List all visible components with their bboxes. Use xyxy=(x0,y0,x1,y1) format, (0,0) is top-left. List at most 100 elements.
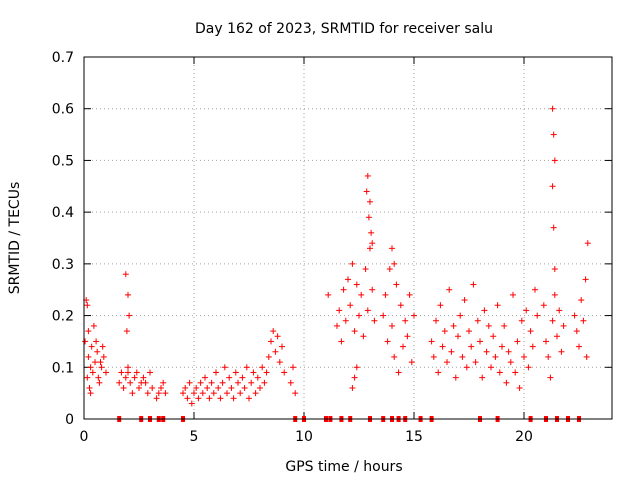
data-point xyxy=(499,343,505,350)
chart-title: Day 162 of 2023, SRMTID for receiver sal… xyxy=(195,21,493,37)
data-point xyxy=(371,317,378,324)
data-point xyxy=(90,322,97,329)
data-point xyxy=(437,302,444,309)
data-point xyxy=(571,312,578,319)
data-point xyxy=(551,266,558,273)
data-point xyxy=(82,338,89,345)
data-point xyxy=(217,395,224,402)
data-point xyxy=(213,369,219,376)
data-point xyxy=(435,369,442,376)
data-point xyxy=(230,395,237,402)
data-point xyxy=(580,317,587,324)
data-point xyxy=(235,379,241,386)
data-point xyxy=(199,390,206,397)
data-point xyxy=(270,328,277,335)
data-point xyxy=(347,302,354,309)
data-point xyxy=(490,333,497,340)
data-point xyxy=(582,276,589,283)
data-point xyxy=(386,266,393,273)
data-point xyxy=(290,364,296,371)
data-point xyxy=(193,384,200,391)
data-point xyxy=(103,369,109,376)
data-point xyxy=(501,322,508,329)
data-point xyxy=(195,395,202,402)
data-point xyxy=(89,369,96,376)
data-point xyxy=(576,343,582,350)
data-point xyxy=(523,307,530,314)
data-point xyxy=(494,302,501,309)
data-point xyxy=(369,240,376,247)
data-point xyxy=(261,379,268,386)
data-point xyxy=(450,322,457,329)
data-point xyxy=(129,390,136,397)
data-point xyxy=(560,322,567,329)
data-point xyxy=(430,353,437,360)
data-point xyxy=(131,374,138,381)
data-point xyxy=(446,286,453,293)
data-point xyxy=(358,291,365,298)
x-tick-label: 20 xyxy=(515,429,533,445)
data-point xyxy=(393,281,400,288)
data-point xyxy=(532,286,538,293)
data-point xyxy=(162,390,169,397)
x-tick-label: 15 xyxy=(405,429,423,445)
data-point xyxy=(92,359,98,366)
y-tick-label: 0.3 xyxy=(52,257,74,273)
data-point xyxy=(85,353,92,360)
data-point xyxy=(272,348,279,355)
data-point xyxy=(470,281,477,288)
data-point xyxy=(191,390,197,397)
data-point xyxy=(368,229,375,236)
data-point xyxy=(98,364,105,371)
data-point xyxy=(254,374,261,381)
data-point xyxy=(353,281,360,288)
data-point xyxy=(404,333,411,340)
data-point xyxy=(525,364,532,371)
data-point xyxy=(549,183,556,190)
data-point xyxy=(351,374,358,381)
data-point xyxy=(125,364,131,371)
data-point xyxy=(353,364,360,371)
data-point xyxy=(86,384,93,391)
data-point xyxy=(122,271,129,278)
data-point xyxy=(155,390,162,397)
data-point xyxy=(391,260,398,267)
data-point xyxy=(391,353,398,360)
data-point xyxy=(369,286,376,293)
data-point xyxy=(142,379,149,386)
data-point xyxy=(468,343,475,350)
data-point xyxy=(556,307,563,314)
data-point xyxy=(395,369,402,376)
data-point xyxy=(551,157,558,164)
data-point xyxy=(547,374,554,381)
data-point xyxy=(125,369,131,376)
data-point xyxy=(276,359,283,366)
data-point xyxy=(340,286,347,293)
data-point xyxy=(123,328,130,335)
data-point xyxy=(488,364,494,371)
data-point xyxy=(136,384,142,391)
data-point xyxy=(237,390,244,397)
data-point xyxy=(364,307,371,314)
data-point xyxy=(549,105,556,112)
data-point xyxy=(545,353,552,360)
data-point xyxy=(558,348,565,355)
x-axis-label: GPS time / hours xyxy=(285,459,402,475)
data-point xyxy=(268,338,274,345)
data-point xyxy=(492,353,499,360)
y-axis-ticks: 0 0.1 0.2 0.3 0.4 0.5 0.6 0.7 xyxy=(52,50,612,428)
data-point xyxy=(95,374,102,381)
data-point xyxy=(512,369,519,376)
data-point xyxy=(507,359,514,366)
data-point xyxy=(120,384,127,391)
data-point xyxy=(400,343,406,350)
data-point xyxy=(221,364,228,371)
data-point xyxy=(342,317,349,324)
data-point xyxy=(243,364,250,371)
data-point xyxy=(527,328,534,335)
data-point xyxy=(549,317,556,324)
data-point xyxy=(149,384,156,391)
data-point xyxy=(85,328,92,335)
data-point xyxy=(461,297,468,304)
